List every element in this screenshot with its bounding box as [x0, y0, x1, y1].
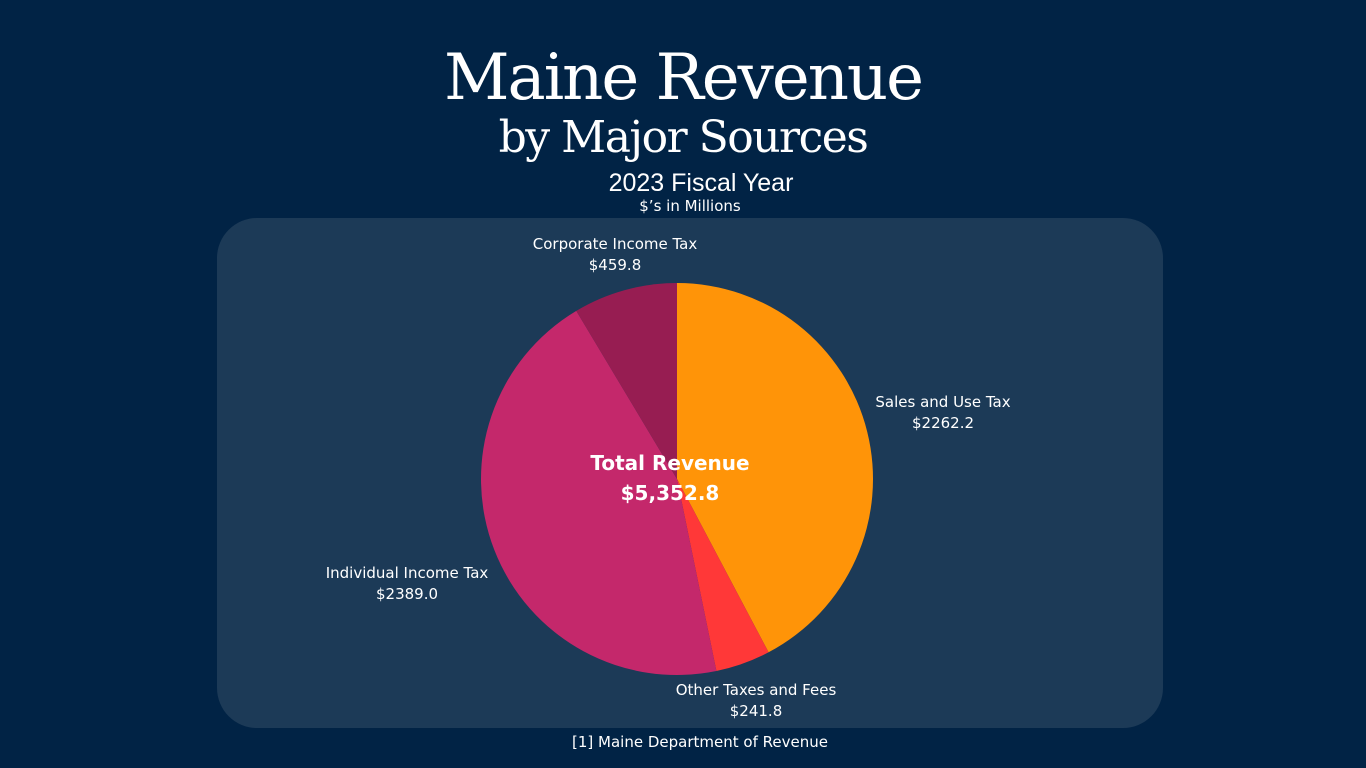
source-note: [1] Maine Department of Revenue: [572, 733, 828, 751]
label-corporate-income-tax: Corporate Income Tax $459.8: [533, 234, 697, 276]
total-revenue-value: $5,352.8: [620, 481, 720, 505]
chart-title: Maine Revenue: [444, 41, 924, 115]
units-note: $’s in Millions: [639, 197, 741, 215]
label-sales-and-use-tax: Sales and Use Tax $2262.2: [875, 392, 1010, 434]
label-other-taxes-and-fees: Other Taxes and Fees $241.8: [676, 680, 837, 722]
label-individual-income-tax: Individual Income Tax $2389.0: [326, 563, 489, 605]
slice-name: Corporate Income Tax: [532, 235, 698, 253]
slice-value: $2262.2: [911, 414, 975, 432]
pie-slice-sales-and-use-tax: [677, 283, 874, 653]
slice-value: $459.8: [588, 256, 642, 274]
slice-name: Other Taxes and Fees: [675, 681, 837, 699]
slice-name: Individual Income Tax: [325, 564, 489, 582]
total-revenue-label: Total Revenue $5,352.8: [590, 448, 749, 508]
chart-subtitle: 2023 Fiscal Year: [608, 169, 794, 197]
chart-title-line2: by Major Sources: [498, 112, 869, 163]
slice-value: $2389.0: [375, 585, 439, 603]
slice-value: $241.8: [729, 702, 783, 720]
total-revenue-title: Total Revenue: [590, 451, 750, 475]
pie-slice-other-taxes-and-fees: [677, 479, 769, 671]
pie-slice-corporate-income-tax: [576, 283, 677, 479]
pie-slice-individual-income-tax: [481, 310, 717, 675]
slice-name: Sales and Use Tax: [875, 393, 1011, 411]
